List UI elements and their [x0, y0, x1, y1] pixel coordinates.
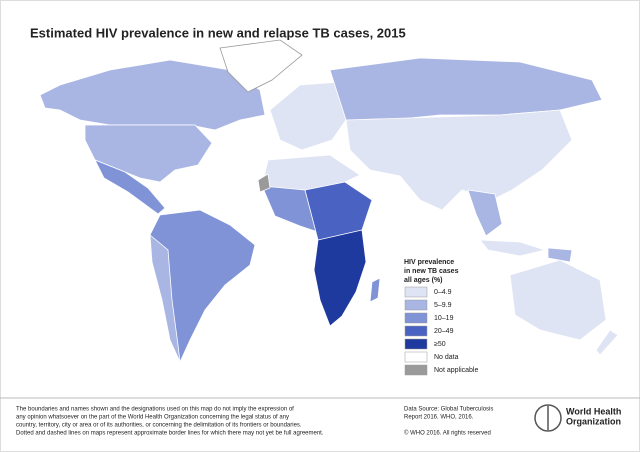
data-source: Report 2016. WHO, 2016.	[404, 415, 474, 421]
central-america	[94, 159, 166, 215]
legend-title: all ages (%)	[404, 277, 443, 284]
legend-title: HIV prevalence	[404, 259, 454, 266]
logo-text: World Health	[566, 406, 621, 416]
data-source: Data Source: Global Tuberculosis	[404, 407, 493, 413]
madagascar	[369, 277, 381, 303]
legend-title: in new TB cases	[404, 268, 459, 275]
legend-label: ≥50	[434, 341, 446, 348]
who-logo	[534, 404, 562, 432]
disclaimer: The boundaries and names shown and the d…	[16, 407, 294, 413]
southern-africa	[313, 229, 367, 327]
legend-swatch	[404, 364, 428, 376]
greenland	[219, 39, 303, 93]
papua	[547, 247, 573, 263]
legend-swatch	[404, 299, 428, 311]
western-sahara	[257, 173, 271, 193]
legend-label: 5–9.9	[434, 302, 452, 309]
legend-swatch	[404, 286, 428, 298]
legend-swatch	[404, 351, 428, 363]
legend-label: 10–19	[434, 315, 454, 322]
map-title: Estimated HIV prevalence in new and rela…	[30, 25, 406, 40]
canada	[39, 59, 266, 131]
indonesia	[479, 239, 547, 257]
world-map	[39, 39, 619, 363]
copyright: © WHO 2016. All rights reserved	[404, 430, 491, 437]
legend-swatch	[404, 312, 428, 324]
legend-label: 0–4.9	[434, 289, 452, 296]
australia	[509, 259, 607, 341]
disclaimer: country, territory, city or area or of i…	[16, 423, 302, 429]
legend: HIV prevalence in new TB cases all ages (%…	[404, 259, 478, 376]
south-america-west	[149, 234, 181, 363]
legend-swatch	[404, 338, 428, 350]
legend-label: Not applicable	[434, 367, 478, 374]
legend-label: No data	[434, 354, 459, 361]
southeast-asia	[467, 189, 503, 237]
new-zealand	[595, 329, 619, 356]
europe	[269, 81, 347, 151]
legend-label: 20–49	[434, 328, 454, 335]
west-africa	[261, 185, 319, 233]
logo-text: Organization	[566, 416, 621, 426]
disclaimer: Dotted and dashed lines on maps represen…	[16, 431, 324, 437]
disclaimer: any opinion whatsoever on the part of th…	[16, 415, 289, 421]
legend-swatch	[404, 325, 428, 337]
usa	[84, 124, 213, 183]
footer: The boundaries and names shown and the d…	[16, 406, 621, 436]
